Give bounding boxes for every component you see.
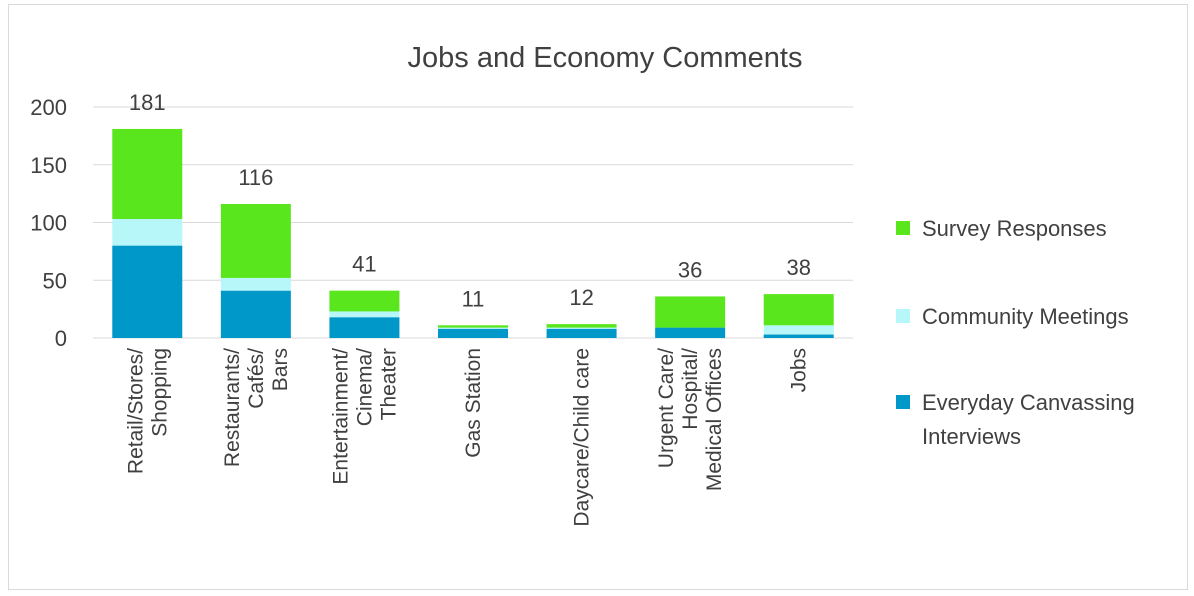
bar-segment [438, 325, 508, 328]
y-tick-label: 150 [30, 153, 67, 178]
y-tick-label: 200 [30, 95, 67, 120]
bar-segment [546, 327, 617, 329]
bar-segment [438, 327, 508, 329]
bar-segment [112, 219, 183, 246]
y-axis-ticks: 0 50 100 150 200 [30, 95, 67, 351]
total-label: 36 [678, 257, 702, 282]
category-label-line: Daycare/Child care [571, 348, 594, 527]
stacked-bar-chart: Jobs and Economy Comments 0 50 100 150 200 1… [30, 42, 1135, 527]
category-label-line: Gas Station [462, 348, 485, 458]
category-label-line: Theater [377, 348, 400, 420]
bar-segment [763, 334, 834, 338]
legend-item: Community Meetings [896, 304, 1129, 329]
bar-segment [763, 294, 834, 326]
category-label-line: Jobs [788, 348, 811, 392]
bar-segment [546, 324, 617, 328]
total-label: 181 [129, 90, 166, 115]
category-label: Restaurants/Cafés/Bars [221, 348, 292, 467]
legend: Survey Responses Community Meetings Everyd… [896, 216, 1135, 449]
bar-segment [112, 245, 183, 338]
total-label: 11 [462, 286, 485, 311]
legend-swatch [896, 309, 910, 323]
category-label: Daycare/Child care [571, 348, 594, 527]
bar-segment [763, 325, 834, 335]
total-label: 12 [569, 285, 593, 310]
gridlines [93, 106, 853, 339]
y-tick-label: 50 [43, 268, 67, 293]
total-label: 41 [352, 252, 376, 277]
category-label-line: Cinema/ [353, 348, 376, 426]
legend-label: Survey Responses [922, 216, 1107, 241]
bar-segment [438, 328, 508, 338]
bar-segment [112, 128, 183, 220]
category-label-line: Medical Offices [703, 348, 726, 491]
category-label-line: Cafés/ [245, 348, 268, 409]
legend-label: Everyday Canvassing [922, 390, 1135, 415]
x-axis-categories: Retail/Stores/Shopping Restaurants/Cafés/… [124, 348, 810, 527]
category-label-line: Hospital/ [679, 348, 702, 430]
bar-segment [655, 327, 726, 338]
legend-item: Everyday Canvassing Interviews [896, 390, 1135, 449]
legend-label: Interviews [922, 424, 1021, 449]
category-label: Retail/Stores/Shopping [124, 348, 171, 474]
bar-segment [220, 277, 291, 291]
bar-segment [220, 290, 291, 338]
category-label: Entertainment/Cinema/Theater [329, 348, 400, 485]
chart-title: Jobs and Economy Comments [408, 42, 803, 74]
y-tick-label: 0 [55, 326, 67, 351]
bar-segment [655, 296, 726, 328]
bar-segment [329, 311, 400, 318]
total-label: 116 [238, 165, 273, 190]
bar-segment [220, 204, 291, 278]
total-label: 38 [786, 255, 810, 280]
legend-item: Survey Responses [896, 216, 1107, 241]
y-tick-label: 100 [30, 211, 67, 236]
bars [112, 128, 834, 338]
total-labels: 181 116 41 11 12 36 38 [129, 90, 811, 311]
chart-frame: Jobs and Economy Comments 0 50 100 150 200 1… [8, 4, 1188, 590]
legend-swatch [896, 221, 910, 235]
category-label-line: Shopping [148, 348, 171, 437]
legend-label: Community Meetings [922, 304, 1129, 329]
category-label-line: Retail/Stores/ [124, 348, 147, 474]
category-label: Jobs [788, 348, 811, 392]
bar-segment [329, 317, 400, 338]
category-label-line: Bars [269, 348, 292, 391]
bar-segment [546, 328, 617, 338]
category-label-line: Restaurants/ [221, 348, 244, 467]
category-label: Gas Station [462, 348, 485, 458]
category-label-line: Urgent Care/ [655, 348, 678, 468]
bar-segment [329, 290, 400, 312]
category-label: Urgent Care/Hospital/Medical Offices [655, 348, 726, 491]
category-label-line: Entertainment/ [329, 348, 352, 485]
legend-swatch [896, 395, 910, 409]
